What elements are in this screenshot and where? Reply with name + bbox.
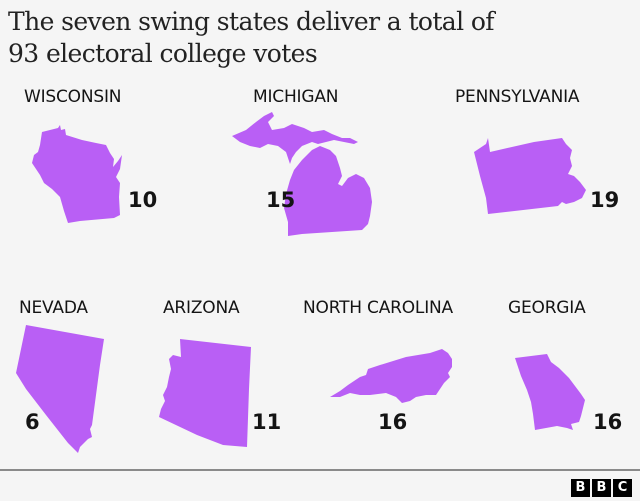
votes-georgia: 16	[593, 410, 623, 434]
votes-michigan: 15	[266, 188, 296, 212]
state-label-north-carolina: NORTH CAROLINA	[303, 298, 453, 318]
votes-pennsylvania: 19	[590, 188, 620, 212]
bbc-logo: B B C	[571, 479, 632, 497]
state-label-wisconsin: WISCONSIN	[24, 87, 122, 107]
chart-title: The seven swing states deliver a total o…	[8, 6, 628, 70]
bbc-logo-block-2: B	[592, 479, 611, 497]
georgia-shape-icon	[515, 354, 585, 430]
votes-wisconsin: 10	[128, 188, 158, 212]
title-line-2: 93 electoral college votes	[8, 39, 318, 68]
arizona-shape-icon	[159, 339, 251, 447]
bbc-logo-block-3: C	[613, 479, 632, 497]
state-label-pennsylvania: PENNSYLVANIA	[455, 87, 580, 107]
nevada-shape-icon	[16, 325, 104, 453]
state-label-nevada: NEVADA	[19, 298, 88, 318]
votes-arizona: 11	[252, 410, 282, 434]
state-label-arizona: ARIZONA	[163, 298, 240, 318]
votes-nevada: 6	[25, 410, 40, 434]
north-carolina-shape-icon	[330, 349, 452, 403]
footer-divider	[0, 469, 640, 471]
bbc-logo-block-1: B	[571, 479, 590, 497]
state-label-georgia: GEORGIA	[508, 298, 586, 318]
pennsylvania-shape-icon	[474, 138, 586, 214]
wisconsin-shape-icon	[32, 125, 122, 223]
michigan-shape-icon	[232, 112, 372, 236]
votes-north-carolina: 16	[378, 410, 408, 434]
state-label-michigan: MICHIGAN	[253, 87, 339, 107]
title-line-1: The seven swing states deliver a total o…	[8, 7, 495, 36]
